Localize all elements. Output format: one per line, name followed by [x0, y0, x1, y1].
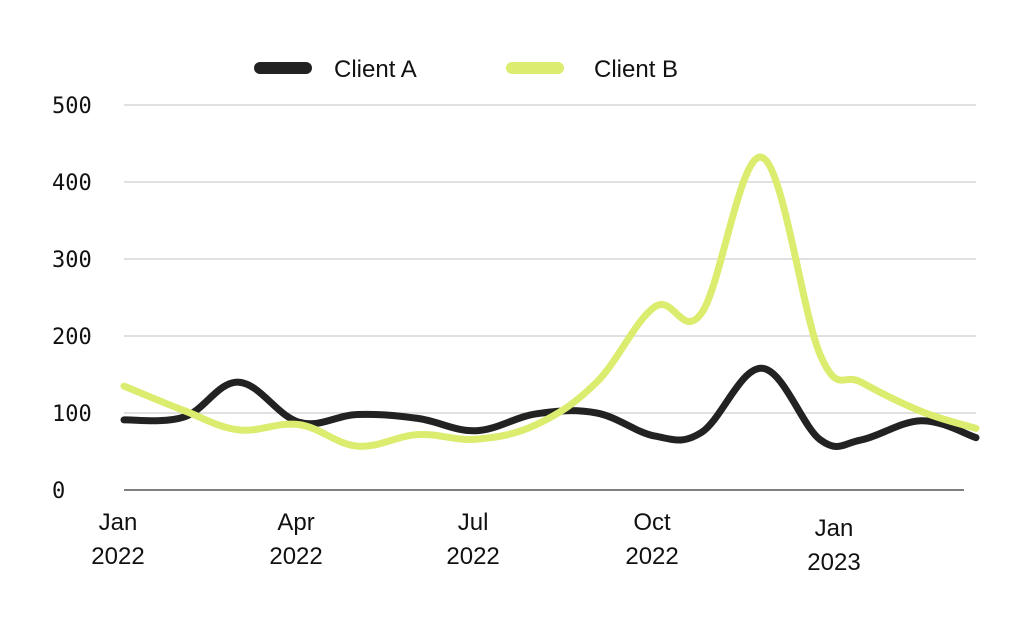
y-tick-label: 200 [52, 325, 92, 350]
y-tick-label: 0 [52, 479, 65, 504]
x-tick-label: Jan 2023 [807, 515, 860, 576]
x-tick-label: Oct 2022 [625, 509, 678, 570]
x-tick-year: 2023 [807, 549, 860, 576]
y-tick-label: 400 [52, 171, 92, 196]
x-tick-year: 2022 [625, 543, 678, 570]
legend-label: Client A [334, 56, 417, 83]
x-tick-year: 2022 [269, 543, 322, 570]
x-tick-month: Jan [99, 509, 138, 536]
x-tick-label: Apr 2022 [269, 509, 322, 570]
x-tick-month: Jul [458, 509, 489, 536]
y-tick-label: 100 [52, 402, 92, 427]
y-tick-label: 500 [52, 94, 92, 119]
legend-label: Client B [594, 56, 678, 83]
legend-item: Client B [506, 56, 678, 83]
x-tick-month: Apr [277, 509, 314, 536]
x-tick-month: Jan [815, 515, 854, 542]
x-tick-label: Jul 2022 [446, 509, 499, 570]
legend: Client A Client B [254, 56, 678, 83]
x-tick-label: Jan 2022 [91, 509, 144, 570]
legend-item: Client A [254, 56, 417, 83]
series-lines [120, 153, 980, 450]
series-line-client-b [120, 153, 980, 450]
x-tick-year: 2022 [446, 543, 499, 570]
y-axis-ticks: 0 100 200 300 400 500 [52, 94, 92, 504]
x-axis-ticks: Jan 2022 Apr 2022 Jul 2022 Oct 2022 Jan 2023 [91, 509, 860, 576]
x-tick-year: 2022 [91, 543, 144, 570]
y-tick-label: 300 [52, 248, 92, 273]
grid-lines [124, 104, 976, 491]
x-tick-month: Oct [633, 509, 671, 536]
series-line-client-a [120, 364, 980, 450]
